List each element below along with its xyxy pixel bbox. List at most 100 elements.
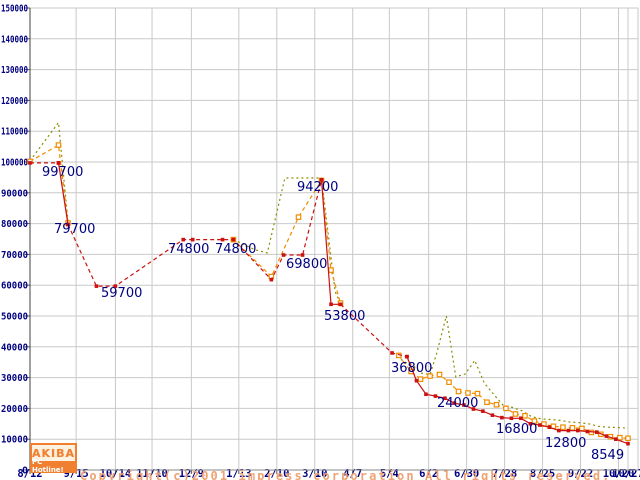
lowest-price-marker — [66, 222, 70, 227]
lowest-price-marker — [509, 416, 514, 421]
y-axis-label: 20000 — [1, 404, 28, 415]
average-price-line — [29, 144, 69, 224]
lowest-price-marker — [390, 351, 394, 355]
x-axis-label: 12/9 — [179, 468, 204, 480]
x-axis-label: 10/14 — [100, 468, 132, 480]
x-axis-label: 10/27 — [612, 468, 640, 480]
average-price-marker — [579, 425, 585, 432]
lowest-price-marker — [329, 302, 333, 307]
average-price-marker — [55, 142, 62, 148]
y-axis-label: 80000 — [1, 219, 28, 230]
lowest-price-marker — [452, 401, 457, 405]
lowest-price-marker — [566, 428, 571, 433]
price-label: 94200 — [297, 180, 338, 195]
average-price-marker — [417, 376, 424, 382]
lowest-price-marker — [405, 354, 409, 359]
lowest-price-marker — [338, 302, 343, 307]
lowest-price-marker — [471, 407, 476, 411]
lowest-price-marker — [528, 422, 533, 426]
average-price-marker — [427, 373, 433, 379]
y-axis-label: 50000 — [1, 312, 28, 323]
average-price-marker — [474, 390, 481, 397]
lowest-price-marker — [490, 413, 495, 417]
lowest-price-marker — [190, 237, 195, 242]
lowest-price-marker — [181, 237, 186, 242]
lowest-price-marker — [300, 253, 305, 257]
akiba-pc-hotline-logo: AKIBA PC Hotline! — [30, 443, 77, 474]
price-label: 59700 — [101, 286, 142, 301]
price-label: 12800 — [545, 436, 586, 451]
lowest-price-marker — [585, 429, 590, 434]
lowest-price-marker — [443, 396, 447, 401]
y-axis-label: 130000 — [1, 65, 28, 76]
lowest-price-marker — [414, 378, 419, 383]
y-axis-label: 120000 — [1, 96, 28, 107]
lowest-price-marker — [604, 434, 609, 438]
lowest-price-marker — [547, 425, 552, 429]
average-price-marker — [465, 390, 471, 396]
lowest-price-marker — [519, 416, 523, 421]
lowest-price-marker — [94, 284, 99, 288]
price-label: 16800 — [496, 422, 537, 437]
x-axis-label: 4/7 — [343, 468, 362, 480]
lowest-price-marker — [113, 284, 118, 288]
lowest-price-marker — [28, 161, 32, 165]
lowest-price-marker — [557, 428, 561, 433]
lowest-price-marker — [281, 253, 286, 257]
average-price-marker — [512, 411, 519, 417]
y-axis-label: 60000 — [1, 281, 28, 292]
y-axis-label: 90000 — [1, 188, 28, 199]
lowest-price-marker — [56, 161, 61, 165]
lowest-price-marker — [626, 441, 630, 446]
lowest-price-line — [67, 179, 323, 287]
y-axis-label: 100000 — [1, 158, 28, 169]
price-label: 8549 — [591, 448, 624, 463]
x-axis-label: 11/10 — [136, 468, 168, 480]
average-price-marker — [625, 435, 631, 442]
y-axis-label: 40000 — [1, 342, 28, 353]
lowest-price-marker — [613, 437, 618, 441]
average-price-marker — [328, 267, 334, 273]
lowest-price-marker — [269, 277, 274, 282]
x-axis-label: 8/25 — [530, 468, 555, 480]
average-price-marker — [295, 214, 302, 220]
average-price-marker — [455, 388, 462, 395]
x-axis-label: 7/28 — [492, 468, 517, 480]
average-price-marker — [503, 405, 509, 412]
logo-pc-hotline-text: PC Hotline! — [32, 458, 75, 474]
price-label: 69800 — [286, 257, 327, 272]
price-label: 24000 — [437, 396, 478, 411]
y-axis-label: 110000 — [1, 127, 28, 138]
copyright-watermark: Copyright(c)2001 impress corporation All… — [80, 444, 612, 480]
price-label: 36800 — [391, 361, 432, 376]
x-axis-label: 6/30 — [454, 468, 479, 480]
y-axis-label: 30000 — [1, 373, 28, 384]
price-label: 53800 — [324, 309, 365, 324]
y-axis-label: 10000 — [1, 435, 28, 446]
lowest-price-marker — [481, 409, 485, 413]
price-label: 99700 — [42, 165, 83, 180]
x-axis-label: 5/4 — [380, 468, 399, 480]
average-price-marker — [531, 418, 538, 424]
lowest-price-marker — [538, 423, 542, 427]
average-price-marker — [617, 434, 623, 441]
logo-akiba-text: AKIBA — [31, 446, 76, 460]
x-axis-label: 3/10 — [302, 468, 327, 480]
average-price-marker — [493, 401, 500, 408]
price-label: 74800 — [215, 242, 256, 257]
lowest-price-marker — [462, 403, 466, 407]
x-axis-label: 10/20 — [603, 468, 635, 480]
lowest-price-marker — [424, 392, 428, 397]
lowest-price-marker — [433, 394, 438, 398]
lowest-price-marker — [576, 428, 580, 433]
lowest-price-marker — [319, 178, 324, 182]
y-axis-label: 70000 — [1, 250, 28, 261]
average-price-marker — [569, 425, 576, 431]
lowest-price-marker — [500, 415, 504, 420]
average-price-marker — [436, 371, 443, 378]
average-price-marker — [484, 399, 490, 406]
average-price-marker — [522, 412, 528, 419]
copyright-line-1: Copyright(c)2001 impress corporation All… — [80, 469, 612, 480]
